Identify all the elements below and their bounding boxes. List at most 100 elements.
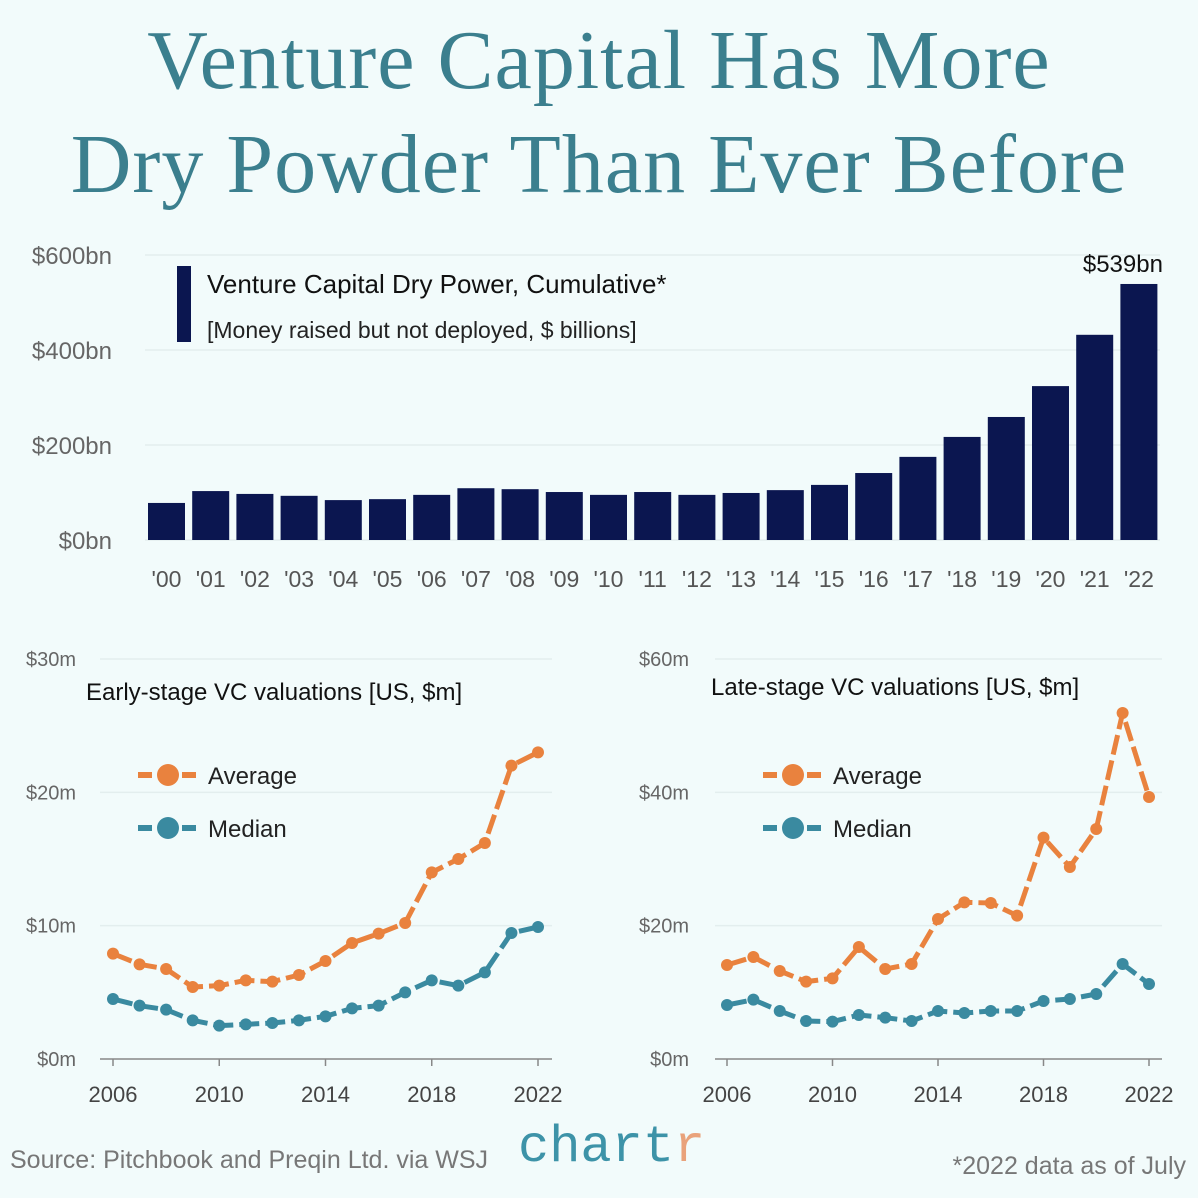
data-point bbox=[852, 1009, 865, 1021]
data-point bbox=[1143, 978, 1155, 990]
chartr-logo: chartr bbox=[518, 1118, 706, 1177]
legend-swatch bbox=[177, 266, 191, 342]
data-point bbox=[905, 958, 918, 970]
data-point bbox=[505, 927, 518, 939]
source-note: Source: Pitchbook and Preqin Ltd. via WS… bbox=[10, 1146, 489, 1174]
data-point bbox=[399, 986, 412, 999]
bar bbox=[678, 494, 716, 540]
data-point bbox=[1143, 791, 1155, 803]
bar bbox=[899, 456, 937, 540]
x-tick-label: '13 bbox=[726, 566, 756, 592]
bar bbox=[324, 500, 362, 540]
y-tick-label: $10m bbox=[26, 916, 76, 938]
x-tick-label: 2022 bbox=[1125, 1082, 1174, 1107]
legend-marker bbox=[782, 764, 804, 786]
data-point bbox=[239, 1018, 252, 1031]
data-point bbox=[133, 999, 146, 1012]
data-point bbox=[186, 1014, 199, 1027]
data-point bbox=[984, 1005, 997, 1017]
x-tick-label: 2006 bbox=[703, 1082, 752, 1107]
y-tick-label: $20m bbox=[639, 916, 689, 938]
series-line-average bbox=[726, 710, 1152, 985]
data-point bbox=[425, 974, 438, 987]
y-tick-label: $0m bbox=[37, 1049, 76, 1071]
data-point bbox=[932, 1005, 944, 1017]
x-tick-label: '02 bbox=[240, 566, 270, 592]
data-point bbox=[747, 993, 760, 1006]
x-tick-label: '10 bbox=[594, 566, 624, 592]
y-tick-label: $600bn bbox=[32, 243, 112, 270]
x-tick-label: 2010 bbox=[808, 1082, 857, 1107]
y-tick-label: $40m bbox=[639, 782, 689, 804]
x-tick-label: '15 bbox=[815, 566, 845, 592]
footnote: *2022 data as of July bbox=[952, 1152, 1187, 1180]
bar bbox=[1120, 283, 1158, 540]
data-point bbox=[160, 963, 173, 975]
data-point bbox=[879, 1011, 892, 1024]
bar bbox=[501, 489, 539, 540]
legend-marker bbox=[157, 817, 179, 839]
data-point bbox=[292, 969, 305, 981]
x-tick-label: 2014 bbox=[914, 1082, 963, 1107]
x-tick-label: 2022 bbox=[514, 1082, 563, 1107]
bar-chart-title: Venture Capital Dry Power, Cumulative* bbox=[207, 269, 667, 299]
bar bbox=[634, 492, 672, 540]
bar bbox=[943, 436, 981, 540]
data-point bbox=[1116, 707, 1129, 719]
legend-label: Average bbox=[833, 763, 922, 790]
data-point bbox=[266, 975, 279, 988]
bar bbox=[1032, 386, 1069, 540]
bar-annotation: $539bn bbox=[1083, 251, 1163, 278]
x-tick-label: '16 bbox=[859, 566, 889, 592]
data-point bbox=[826, 972, 839, 985]
data-point bbox=[747, 951, 760, 963]
x-tick-label: 2014 bbox=[301, 1082, 350, 1107]
bar bbox=[280, 495, 318, 540]
x-tick-label: 2018 bbox=[407, 1082, 456, 1107]
y-tick-label: $0m bbox=[650, 1049, 689, 1071]
legend-marker bbox=[782, 817, 804, 839]
data-point bbox=[800, 1015, 813, 1027]
data-point bbox=[399, 917, 412, 929]
legend-label: Average bbox=[208, 763, 297, 790]
x-tick-label: '00 bbox=[152, 566, 182, 592]
data-point bbox=[532, 921, 544, 933]
bar bbox=[457, 488, 495, 540]
data-point bbox=[879, 963, 892, 975]
data-point bbox=[372, 999, 385, 1012]
data-point bbox=[1063, 861, 1076, 873]
data-point bbox=[721, 999, 733, 1011]
data-point bbox=[213, 1019, 226, 1032]
data-point bbox=[984, 897, 997, 909]
data-point bbox=[958, 1007, 971, 1019]
bar bbox=[766, 490, 804, 540]
x-tick-label: '04 bbox=[328, 566, 358, 592]
data-point bbox=[1116, 958, 1129, 970]
title-line-1: Venture Capital Has More bbox=[147, 14, 1051, 107]
data-point bbox=[319, 1010, 332, 1023]
series-line-average bbox=[112, 750, 540, 990]
data-point bbox=[1011, 909, 1024, 922]
data-point bbox=[292, 1014, 305, 1027]
data-point bbox=[239, 974, 252, 987]
x-tick-label: '05 bbox=[373, 566, 403, 592]
data-point bbox=[505, 759, 518, 772]
data-point bbox=[532, 746, 544, 759]
data-point bbox=[1037, 831, 1050, 844]
data-point bbox=[1090, 988, 1103, 1000]
x-tick-label: '12 bbox=[682, 566, 712, 592]
legend-label: Median bbox=[833, 816, 912, 843]
data-point bbox=[800, 975, 813, 988]
data-point bbox=[478, 837, 491, 849]
data-point bbox=[186, 981, 199, 993]
x-tick-label: 2018 bbox=[1019, 1082, 1068, 1107]
bar bbox=[1076, 334, 1114, 540]
line-chart-title: Late-stage VC valuations [US, $m] bbox=[711, 674, 1079, 701]
data-point bbox=[107, 993, 119, 1005]
x-tick-label: '01 bbox=[196, 566, 226, 592]
bar bbox=[722, 492, 760, 540]
bar bbox=[987, 416, 1025, 540]
x-tick-label: '17 bbox=[903, 566, 933, 592]
data-point bbox=[452, 979, 465, 992]
